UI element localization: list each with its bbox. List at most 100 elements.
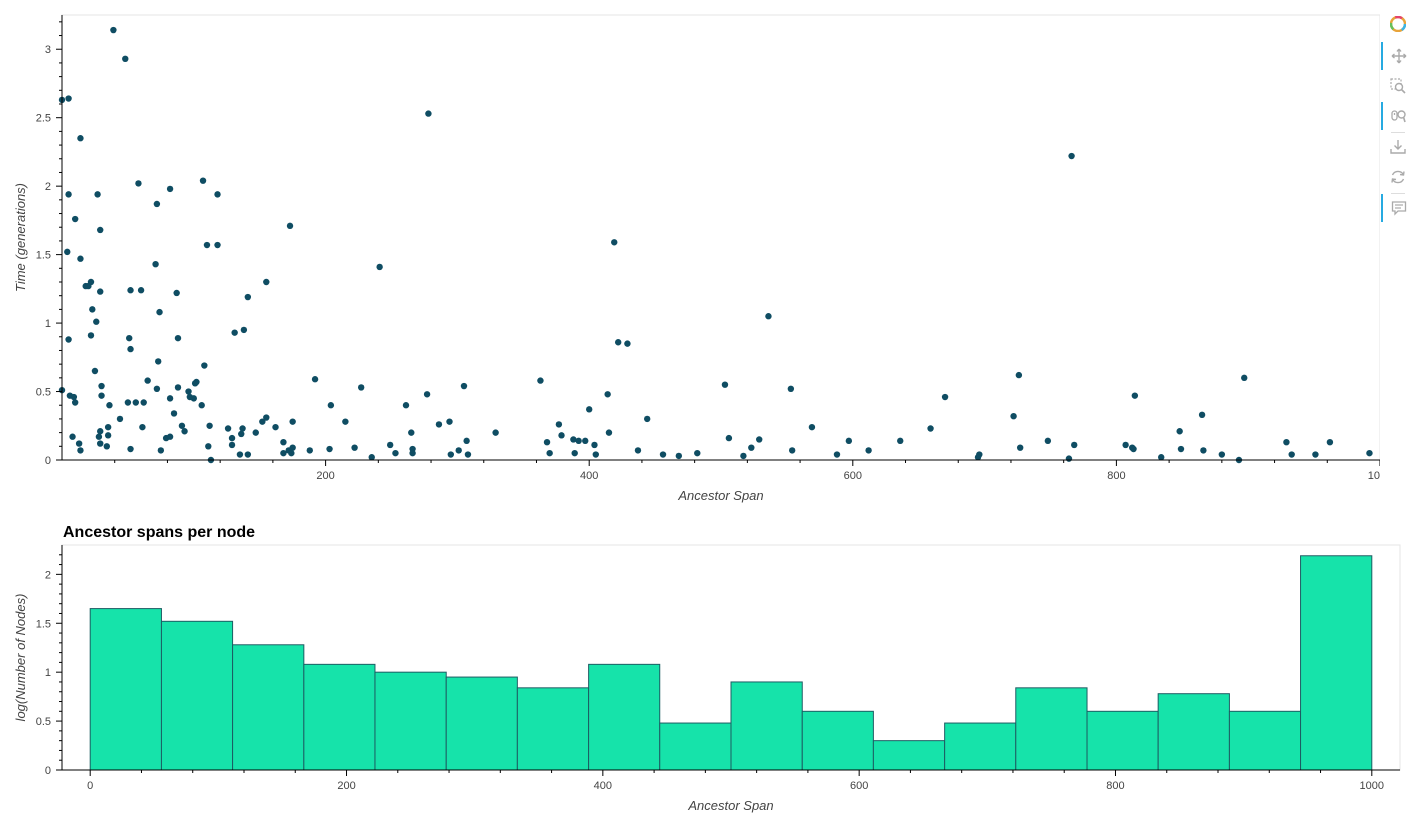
scatter-point bbox=[845, 437, 853, 445]
histogram-axes: 0 200 400 600 800 1000 0 0.5 1 1.5 2 bbox=[36, 545, 1400, 792]
histogram-bar bbox=[1086, 710, 1159, 771]
scatter-point bbox=[65, 336, 72, 343]
scatter-point bbox=[244, 293, 252, 301]
scatter-point bbox=[447, 451, 455, 458]
scatter-point bbox=[460, 382, 468, 390]
scatter-point bbox=[582, 437, 589, 445]
scatter-point bbox=[464, 451, 472, 458]
hover-icon bbox=[1391, 201, 1407, 216]
scatter-point bbox=[463, 437, 470, 445]
scatter-point bbox=[185, 388, 192, 395]
scatter-point bbox=[974, 454, 982, 461]
histogram-y-tick-label: 1.5 bbox=[36, 618, 51, 630]
scatter-point bbox=[1200, 447, 1207, 454]
histogram-bar bbox=[730, 681, 803, 771]
scatter-point bbox=[357, 384, 365, 391]
histogram-bar bbox=[1015, 687, 1088, 771]
scatter-point bbox=[725, 434, 733, 442]
scatter-point bbox=[127, 445, 134, 453]
scatter-point bbox=[1015, 371, 1023, 379]
scatter-point bbox=[614, 339, 622, 346]
scatter-point bbox=[166, 395, 174, 402]
scatter-point bbox=[408, 429, 415, 436]
scatter-point bbox=[675, 452, 683, 460]
scatter-point bbox=[224, 425, 232, 432]
scatter-point bbox=[228, 434, 236, 442]
histogram-bar bbox=[303, 663, 376, 771]
scatter-point bbox=[575, 437, 582, 445]
wheel-zoom-tool-button[interactable] bbox=[1381, 102, 1415, 130]
scatter-point bbox=[170, 410, 178, 417]
scatter-y-tick-label: 3 bbox=[45, 44, 51, 56]
scatter-point bbox=[1068, 152, 1075, 160]
scatter-point bbox=[927, 425, 934, 432]
bokeh-logo-tool-button[interactable] bbox=[1381, 10, 1415, 38]
histogram-x-tick-label: 200 bbox=[337, 780, 355, 792]
scatter-point bbox=[351, 444, 358, 451]
scatter-point bbox=[144, 377, 151, 384]
scatter-point bbox=[137, 287, 145, 294]
histogram-bar bbox=[1157, 693, 1230, 771]
toolbar-separator bbox=[1391, 193, 1405, 194]
histogram-plot[interactable]: Ancestor spans per node 0 200 400 600 800 100… bbox=[0, 520, 1410, 820]
histogram-bar bbox=[160, 620, 234, 771]
scatter-point bbox=[1283, 439, 1290, 446]
scatter-point bbox=[116, 415, 124, 423]
scatter-point bbox=[1366, 449, 1373, 457]
scatter-point bbox=[392, 449, 399, 457]
scatter-point bbox=[435, 421, 443, 428]
scatter-point bbox=[1016, 444, 1024, 451]
scatter-points bbox=[58, 26, 1373, 464]
scatter-point bbox=[694, 449, 701, 457]
scatter-point bbox=[126, 334, 133, 342]
scatter-point bbox=[65, 191, 72, 198]
histogram-bar bbox=[588, 663, 661, 771]
scatter-point bbox=[152, 261, 159, 268]
scatter-point bbox=[181, 428, 188, 435]
scatter-point bbox=[409, 449, 416, 457]
scatter-point bbox=[132, 399, 140, 406]
hover-tool-button[interactable] bbox=[1381, 194, 1415, 222]
scatter-point bbox=[201, 362, 208, 369]
box-zoom-tool-button[interactable] bbox=[1381, 72, 1415, 100]
scatter-point bbox=[104, 423, 112, 431]
scatter-y-tick-label: 0.5 bbox=[36, 387, 51, 399]
scatter-point bbox=[492, 429, 499, 436]
scatter-point bbox=[122, 55, 129, 63]
scatter-point bbox=[173, 289, 180, 297]
scatter-point bbox=[1177, 445, 1185, 453]
pan-tool-button[interactable] bbox=[1381, 42, 1415, 70]
box-zoom-icon bbox=[1390, 78, 1406, 94]
scatter-point bbox=[106, 402, 113, 409]
scatter-point bbox=[77, 447, 84, 454]
scatter-point bbox=[75, 440, 83, 447]
scatter-point bbox=[1044, 437, 1052, 445]
scatter-point bbox=[156, 308, 163, 316]
scatter-plot[interactable]: 200 400 600 800 1000 0 0.5 1 1.5 2 2.5 3 Ancestor S… bbox=[0, 0, 1380, 510]
scatter-point bbox=[238, 430, 245, 438]
scatter-point bbox=[586, 406, 593, 413]
scatter-y-tick-label: 2.5 bbox=[36, 113, 51, 125]
scatter-point bbox=[1176, 428, 1183, 435]
scatter-point bbox=[124, 399, 132, 406]
scatter-point bbox=[643, 415, 651, 423]
scatter-point bbox=[85, 282, 92, 290]
reset-tool-button[interactable] bbox=[1381, 163, 1415, 191]
scatter-point bbox=[327, 402, 335, 409]
histogram-y-tick-label: 0.5 bbox=[36, 716, 51, 728]
scatter-point bbox=[280, 449, 287, 457]
save-tool-button[interactable] bbox=[1381, 133, 1415, 161]
scatter-point bbox=[604, 391, 611, 398]
scatter-plot-frame bbox=[61, 14, 1380, 461]
histogram-y-tick-label: 1 bbox=[45, 667, 51, 679]
scatter-point bbox=[153, 385, 161, 392]
scatter-point bbox=[104, 432, 112, 439]
scatter-point bbox=[1071, 441, 1078, 449]
scatter-point bbox=[326, 445, 333, 453]
scatter-point bbox=[214, 191, 221, 198]
histogram-bar bbox=[374, 671, 447, 771]
scatter-point bbox=[787, 385, 795, 392]
scatter-point bbox=[174, 384, 182, 391]
scatter-point bbox=[236, 451, 244, 458]
scatter-point bbox=[259, 418, 266, 425]
